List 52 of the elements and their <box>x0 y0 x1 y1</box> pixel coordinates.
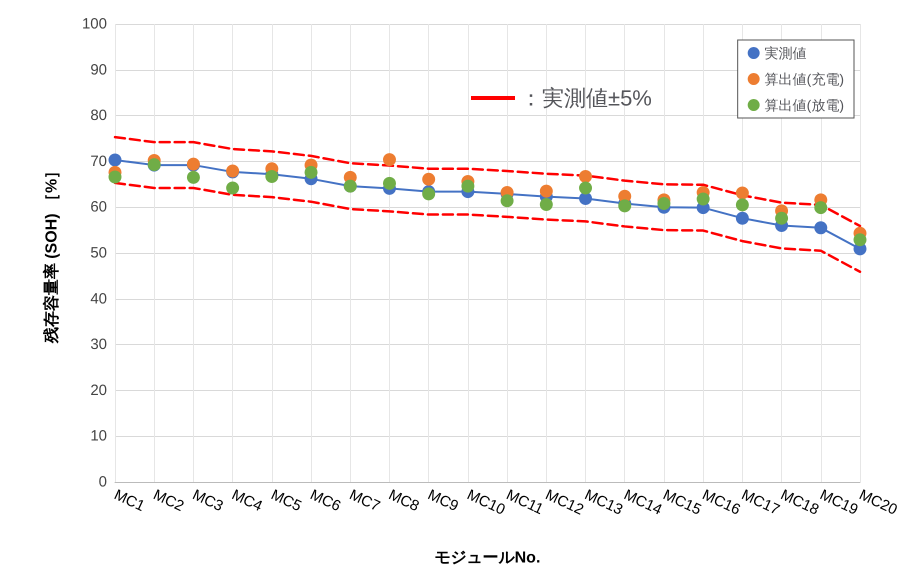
y-tick-label: 30 <box>90 336 107 354</box>
x-tick-label: MC3 <box>190 486 226 516</box>
x-tick-label: MC2 <box>150 486 186 516</box>
point <box>736 212 749 225</box>
point <box>657 197 670 210</box>
point <box>579 181 592 194</box>
legend-label: 算出値(充電) <box>764 71 844 87</box>
point <box>304 166 318 179</box>
legend-label: 実測値 <box>764 45 807 61</box>
point <box>854 233 866 246</box>
x-tick-label: MC9 <box>425 486 461 516</box>
x-tick-label: MC8 <box>386 486 422 516</box>
point <box>108 154 122 167</box>
y-tick-label: 40 <box>90 290 107 308</box>
point <box>108 170 122 184</box>
x-tick-label: MC5 <box>268 486 304 516</box>
y-tick-label: 50 <box>90 244 107 262</box>
point <box>540 184 553 198</box>
point <box>382 153 396 166</box>
x-axis-title: モジュールNo. <box>434 550 540 566</box>
point <box>736 186 749 200</box>
point <box>461 180 474 193</box>
legend-label: 算出値(放電) <box>764 97 844 113</box>
x-tick-label: MC1 <box>111 486 148 516</box>
point <box>382 176 396 190</box>
point <box>814 221 828 234</box>
point <box>422 172 436 186</box>
point <box>736 198 749 212</box>
legend-label: ：実測値±5% <box>520 86 652 110</box>
point <box>265 170 278 184</box>
y-tick-label: 90 <box>90 61 107 78</box>
x-tick-label: MC20 <box>856 486 900 519</box>
x-tick-label: MC6 <box>307 486 344 516</box>
y-axis-title: 残存容量率 (SOH) ［%］ <box>42 162 60 344</box>
y-tick-label: 60 <box>90 198 107 216</box>
y-tick-label: 10 <box>90 428 107 445</box>
x-tick-label: MC7 <box>346 486 383 516</box>
point <box>500 194 514 208</box>
y-tick-label: 100 <box>82 16 107 32</box>
point <box>186 170 200 184</box>
point <box>579 192 592 205</box>
point <box>696 192 710 206</box>
y-tick-label: 80 <box>90 107 107 124</box>
y-tick-label: 70 <box>90 152 107 170</box>
point <box>226 181 240 194</box>
point <box>814 201 828 214</box>
point <box>540 198 553 211</box>
y-tick-label: 20 <box>90 382 107 399</box>
x-tick-label: MC4 <box>229 486 265 516</box>
point <box>775 212 788 225</box>
point <box>579 170 592 184</box>
y-tick-label: 0 <box>98 474 107 490</box>
